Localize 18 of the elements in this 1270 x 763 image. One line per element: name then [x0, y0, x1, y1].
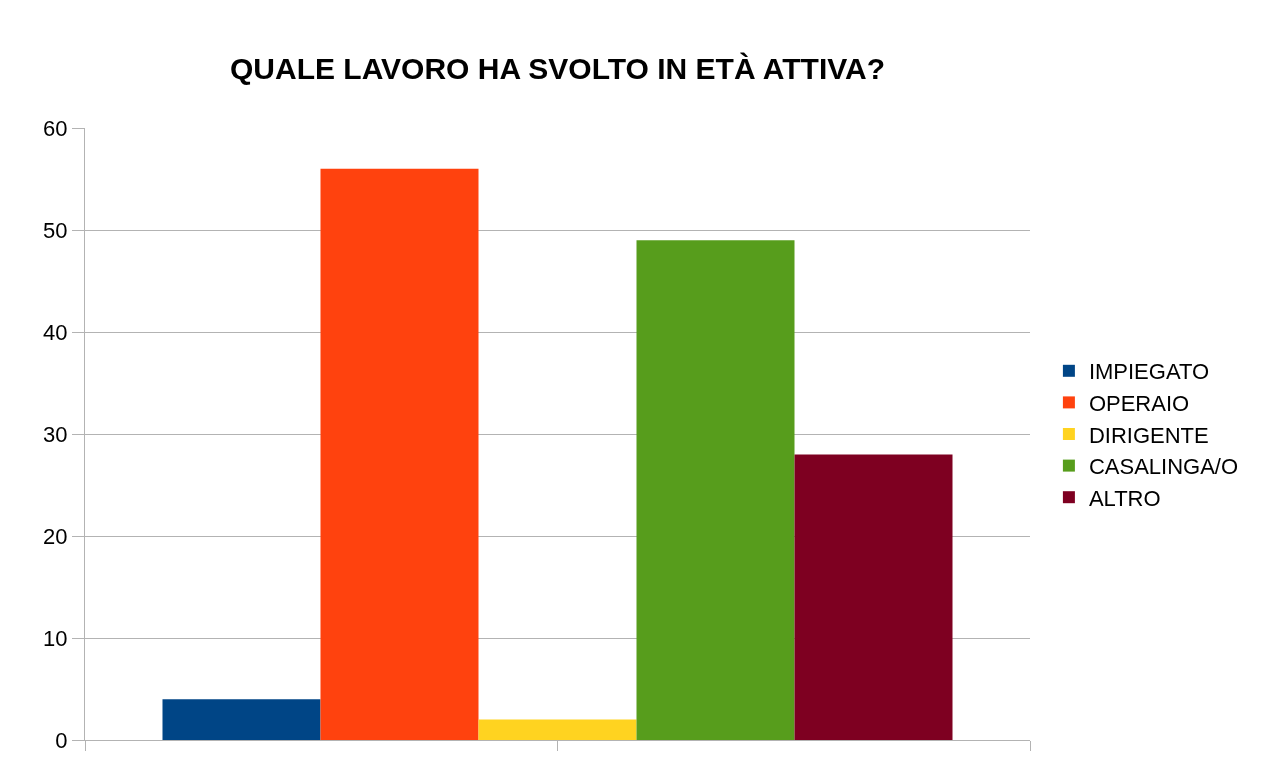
y-tick-label: 60 [43, 115, 68, 141]
legend-label: ALTRO [1088, 485, 1161, 511]
bar [478, 719, 637, 740]
bar [320, 168, 479, 740]
y-tick-label: 0 [55, 727, 68, 753]
y-tick-label: 50 [43, 217, 68, 243]
y-tick-label: 40 [43, 319, 68, 345]
legend-label: IMPIEGATO [1088, 359, 1210, 385]
bar [636, 240, 795, 740]
legend-label: DIRIGENTE [1088, 422, 1209, 448]
bar [794, 454, 953, 740]
y-tick-label: 20 [43, 523, 68, 549]
legend-label: OPERAIO [1088, 390, 1190, 416]
bar [162, 699, 321, 740]
legend-label: CASALINGA/O [1088, 454, 1239, 480]
chart-title: QUALE LAVORO HA SVOLTO IN ETÀ ATTIVA? [230, 52, 885, 86]
y-tick-label: 30 [43, 421, 68, 447]
y-tick-label: 10 [43, 625, 68, 651]
